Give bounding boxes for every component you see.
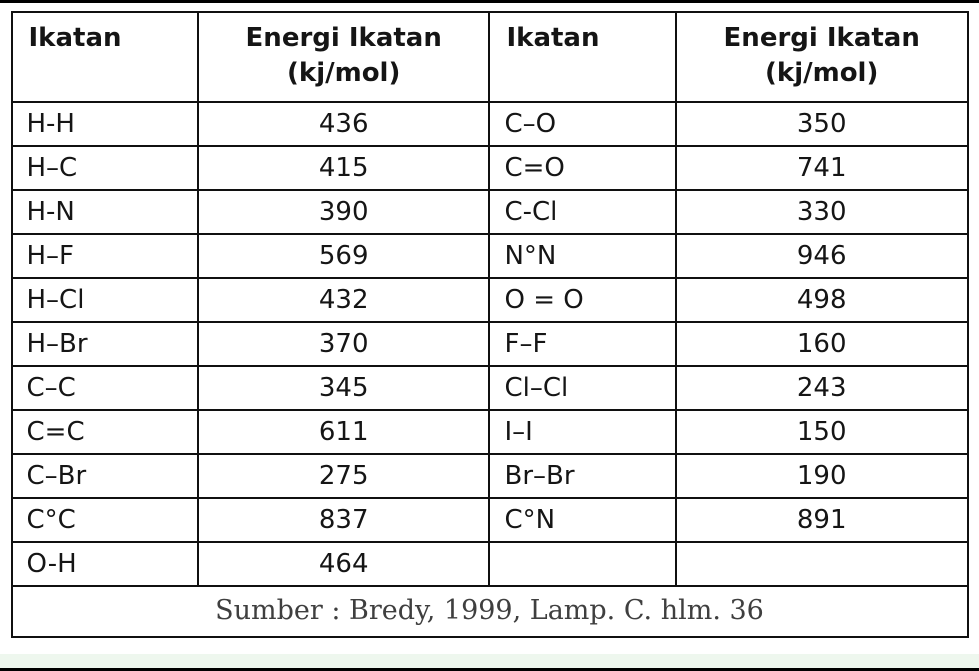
table-cell-energy: 436 xyxy=(196,101,491,148)
table-cell-bond: C°N xyxy=(488,497,677,544)
table-cell-bond: O-H xyxy=(10,541,199,588)
table-cell-bond: H–F xyxy=(10,233,199,280)
table-cell-bond: N°N xyxy=(488,233,677,280)
table-cell-energy: 345 xyxy=(196,365,491,412)
table-cell-bond: Cl–Cl xyxy=(488,365,677,412)
page-bottom-strip xyxy=(0,654,979,668)
table-cell-energy: 569 xyxy=(196,233,491,280)
table-row: C–Br 275 Br–Br 190 xyxy=(10,453,969,500)
table-cell-energy: 390 xyxy=(196,189,491,236)
table-cell-bond: C=C xyxy=(10,409,199,456)
table-cell-bond: C–O xyxy=(488,101,677,148)
table-cell-bond xyxy=(488,541,677,588)
header-label: Energi Ikatan xyxy=(245,23,442,53)
table-cell-bond: C–C xyxy=(10,365,199,412)
table-header: Ikatan Energi Ikatan (kj/mol) Ikatan Ene… xyxy=(10,10,969,104)
table-footer-row: Sumber : Bredy, 1999, Lamp. C. hlm. 36 xyxy=(10,585,969,639)
table-row: C=C 611 I–I 150 xyxy=(10,409,969,456)
table-cell-energy: 190 xyxy=(674,453,969,500)
table-cell-energy: 330 xyxy=(674,189,969,236)
table-cell-bond: H-N xyxy=(10,189,199,236)
header-label: Ikatan xyxy=(506,23,600,53)
table-cell-energy: 415 xyxy=(196,145,491,192)
table-row: H–C 415 C=O 741 xyxy=(10,145,969,192)
table-cell-bond: C–Br xyxy=(10,453,199,500)
table-cell-bond: O = O xyxy=(488,277,677,324)
table-row: C–C 345 Cl–Cl 243 xyxy=(10,365,969,412)
header-row: Ikatan Energi Ikatan (kj/mol) Ikatan Ene… xyxy=(10,10,969,104)
table-cell-bond: C°C xyxy=(10,497,199,544)
table-row: H–F 569 N°N 946 xyxy=(10,233,969,280)
table-cell-bond: C-Cl xyxy=(488,189,677,236)
table-cell-bond: H–Br xyxy=(10,321,199,368)
table-row: H–Br 370 F–F 160 xyxy=(10,321,969,368)
header-label: Energi Ikatan xyxy=(723,23,920,53)
table-cell-energy: 370 xyxy=(196,321,491,368)
column-header-bond-1: Ikatan xyxy=(10,10,199,104)
table-cell-bond: H-H xyxy=(10,101,199,148)
table-cell-bond: I–I xyxy=(488,409,677,456)
table-row: C°C 837 C°N 891 xyxy=(10,497,969,544)
table-cell-bond: H–Cl xyxy=(10,277,199,324)
column-header-energy-1: Energi Ikatan (kj/mol) xyxy=(196,10,491,104)
table-cell-energy: 946 xyxy=(674,233,969,280)
table-body: H-H 436 C–O 350 H–C 415 C=O 741 H-N 390 … xyxy=(10,101,969,639)
header-unit: (kj/mol) xyxy=(287,58,401,89)
table-cell-energy: 243 xyxy=(674,365,969,412)
table-cell-energy: 160 xyxy=(674,321,969,368)
bond-energy-table: Ikatan Energi Ikatan (kj/mol) Ikatan Ene… xyxy=(10,10,969,639)
table-source-note: Sumber : Bredy, 1999, Lamp. C. hlm. 36 xyxy=(10,585,969,639)
table-row: H-H 436 C–O 350 xyxy=(10,101,969,148)
table-cell-energy: 498 xyxy=(674,277,969,324)
table-cell-energy: 891 xyxy=(674,497,969,544)
table-cell-energy: 275 xyxy=(196,453,491,500)
column-header-bond-2: Ikatan xyxy=(488,10,677,104)
table-row: H–Cl 432 O = O 498 xyxy=(10,277,969,324)
table-cell-energy: 611 xyxy=(196,409,491,456)
header-label: Ikatan xyxy=(28,23,122,53)
table-row: H-N 390 C-Cl 330 xyxy=(10,189,969,236)
table-cell-bond: F–F xyxy=(488,321,677,368)
table-cell-energy: 464 xyxy=(196,541,491,588)
table-cell-energy: 741 xyxy=(674,145,969,192)
table-cell-energy xyxy=(674,541,969,588)
column-header-energy-2: Energi Ikatan (kj/mol) xyxy=(674,10,969,104)
table-cell-energy: 432 xyxy=(196,277,491,324)
table-cell-bond: C=O xyxy=(488,145,677,192)
table-cell-bond: H–C xyxy=(10,145,199,192)
table-cell-energy: 150 xyxy=(674,409,969,456)
table-cell-bond: Br–Br xyxy=(488,453,677,500)
table-cell-energy: 350 xyxy=(674,101,969,148)
table-row: O-H 464 xyxy=(10,541,969,588)
header-unit: (kj/mol) xyxy=(765,58,879,89)
table-cell-energy: 837 xyxy=(196,497,491,544)
